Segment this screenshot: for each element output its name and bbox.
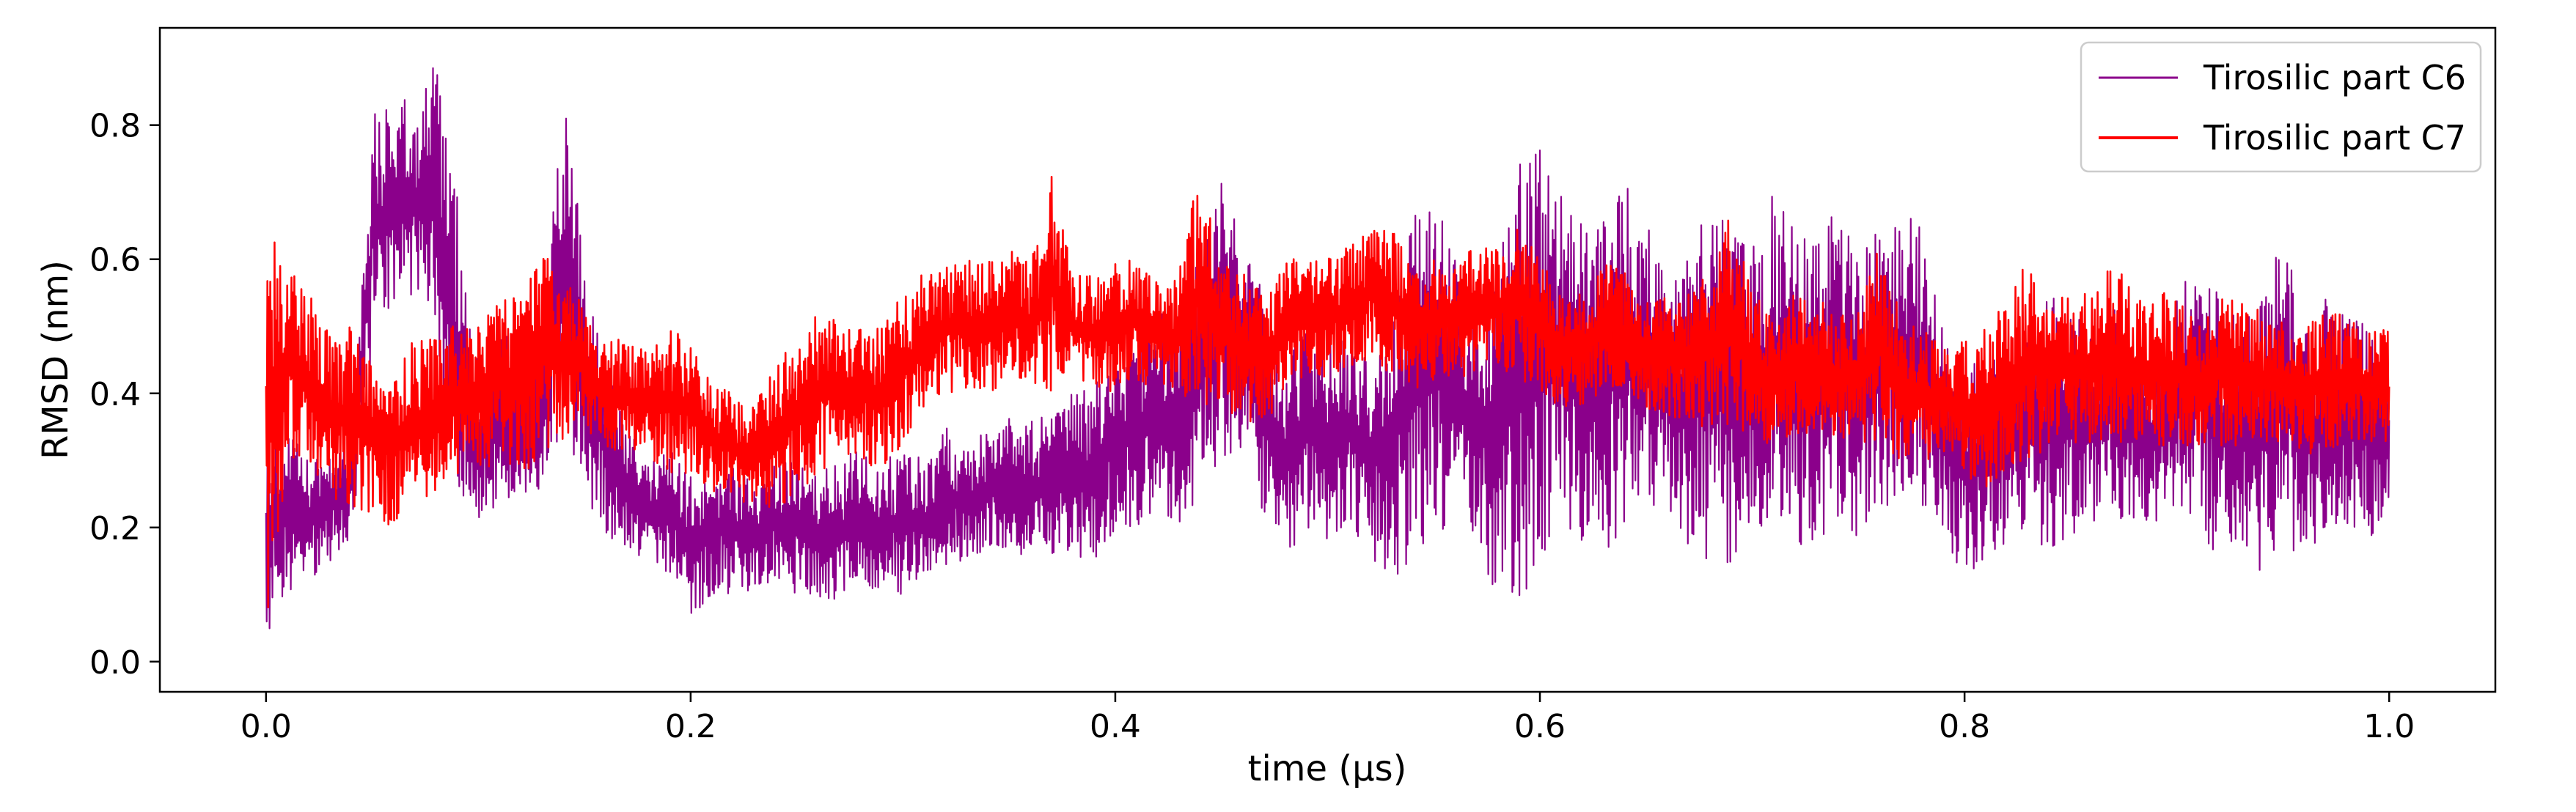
x-axis-label: time (µs) xyxy=(1248,748,1407,789)
legend-label-c7: Tirosilic part C7 xyxy=(2203,118,2466,158)
legend-box xyxy=(2080,41,2482,173)
series-layer xyxy=(265,67,2390,630)
x-tick-label: 1.0 xyxy=(2363,708,2415,745)
x-tick-label: 0.4 xyxy=(1090,708,1141,745)
legend: Tirosilic part C6 Tirosilic part C7 xyxy=(2080,41,2482,173)
legend-label-c6: Tirosilic part C6 xyxy=(2203,58,2466,97)
series-line-c7 xyxy=(265,176,2390,608)
y-tick-label: 0.8 xyxy=(89,108,141,145)
y-tick-label: 0.2 xyxy=(89,510,141,547)
x-tick-label: 0.8 xyxy=(1939,708,1990,745)
x-tick-label: 0.0 xyxy=(241,708,292,745)
y-axis-label: RMSD (nm) xyxy=(35,260,76,459)
y-tick-label: 0.4 xyxy=(89,376,141,413)
plot-frame xyxy=(158,26,2497,693)
y-tick-label: 0.6 xyxy=(89,242,141,279)
x-tick-label: 0.6 xyxy=(1514,708,1566,745)
x-axis: 0.0 0.2 0.4 0.6 0.8 1.0 xyxy=(241,692,2415,745)
x-tick-label: 0.2 xyxy=(665,708,716,745)
y-axis: 0.0 0.2 0.4 0.6 0.8 xyxy=(89,108,160,682)
y-tick-label: 0.0 xyxy=(89,644,141,682)
